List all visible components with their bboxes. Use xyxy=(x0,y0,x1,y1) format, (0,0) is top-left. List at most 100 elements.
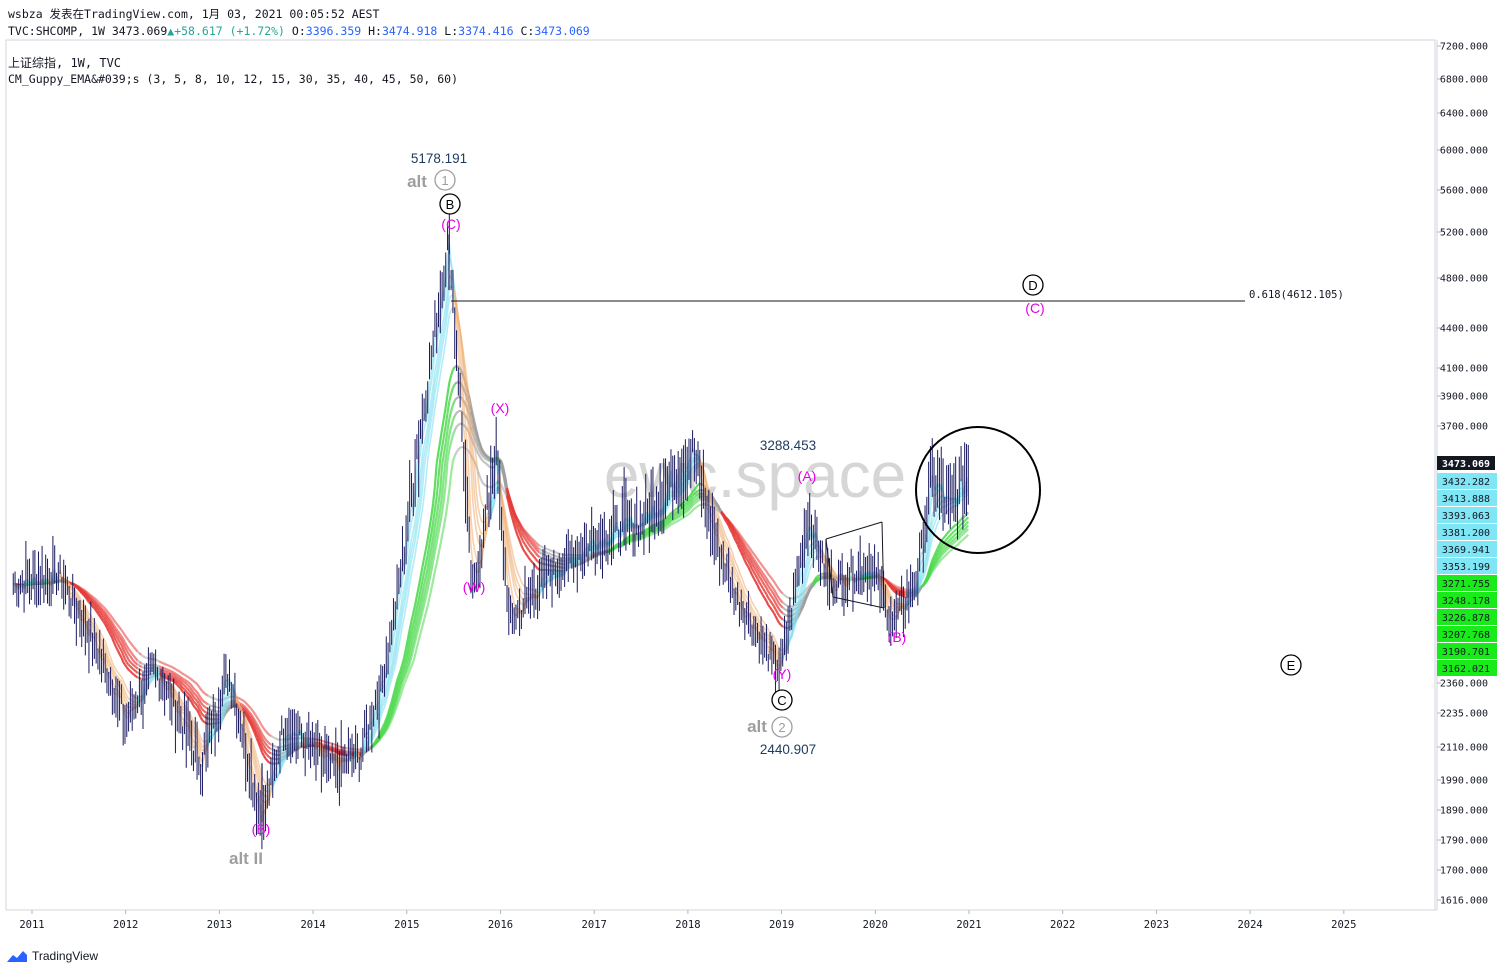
long-ema-segment xyxy=(388,719,393,725)
long-ema-segment xyxy=(244,710,249,715)
long-ema-segment xyxy=(691,502,696,507)
short-ema-segment xyxy=(401,586,406,597)
long-ema-segment xyxy=(439,428,444,441)
long-ema-segment xyxy=(743,560,748,565)
short-ema-segment xyxy=(441,316,445,328)
short-ema-segment xyxy=(380,705,384,712)
short-ema-segment xyxy=(394,637,398,652)
short-ema-segment xyxy=(434,361,438,372)
long-ema-segment xyxy=(156,659,160,663)
short-ema-segment xyxy=(387,679,391,688)
long-ema-segment xyxy=(758,575,762,580)
long-ema-segment xyxy=(259,729,263,735)
long-ema-segment xyxy=(406,657,411,665)
chart-title[interactable]: 上证综指, 1W, TVC xyxy=(8,56,122,70)
long-ema-segment xyxy=(451,455,456,462)
short-ema-segment xyxy=(455,307,460,319)
short-ema-segment xyxy=(394,645,398,660)
long-ema-segment xyxy=(435,532,440,543)
short-ema-segment xyxy=(396,645,400,657)
short-ema-segment xyxy=(726,537,730,543)
short-ema-segment xyxy=(374,723,378,729)
short-ema-segment xyxy=(731,562,735,571)
long-ema-segment xyxy=(250,719,254,724)
long-ema-segment xyxy=(426,597,431,607)
short-ema-segment xyxy=(713,504,717,511)
long-ema-segment xyxy=(239,704,243,708)
long-ema-segment xyxy=(190,697,195,702)
change-value: +58.617 (+1.72%) xyxy=(174,24,285,38)
long-ema-segment xyxy=(207,703,211,706)
long-ema-segment xyxy=(166,673,169,676)
short-ema-segment xyxy=(720,532,724,539)
long-ema-segment xyxy=(478,450,483,456)
long-ema-segment xyxy=(448,441,453,451)
short-ema-segment xyxy=(151,678,155,682)
indicator-label[interactable]: CM_Guppy_EMA&#039;s (3, 5, 8, 10, 12, 15… xyxy=(8,72,459,86)
short-ema-segment xyxy=(111,666,115,672)
long-ema-segment xyxy=(679,514,683,518)
long-ema-segment xyxy=(176,673,180,677)
long-ema-segment xyxy=(203,710,207,714)
long-ema-segment xyxy=(140,662,144,666)
short-ema-segment xyxy=(198,736,202,744)
long-ema-segment xyxy=(749,548,753,553)
long-ema-segment xyxy=(417,633,422,641)
long-ema-segment xyxy=(133,655,137,660)
long-ema-segment xyxy=(695,496,699,501)
short-ema-segment xyxy=(104,646,108,654)
long-ema-segment xyxy=(524,551,528,556)
long-ema-segment xyxy=(740,543,745,549)
short-ema-segment xyxy=(479,494,483,504)
long-ema-segment xyxy=(689,501,694,506)
long-ema-segment xyxy=(255,715,260,720)
short-ema-segment xyxy=(733,574,737,581)
long-ema-segment xyxy=(455,448,460,453)
long-ema-segment xyxy=(747,549,752,554)
short-ema-segment xyxy=(389,664,393,672)
long-ema-segment xyxy=(421,557,426,568)
long-ema-segment xyxy=(740,538,744,543)
long-ema-segment xyxy=(264,738,269,743)
short-ema-segment xyxy=(464,375,469,392)
short-ema-segment xyxy=(385,687,389,695)
long-ema-segment xyxy=(197,703,202,708)
long-ema-segment xyxy=(196,704,200,709)
short-ema-segment xyxy=(225,697,229,703)
long-ema-segment xyxy=(113,625,117,630)
long-ema-segment xyxy=(435,554,440,564)
short-ema-segment xyxy=(735,569,739,574)
short-ema-segment xyxy=(749,607,753,614)
long-ema-segment xyxy=(179,684,184,689)
short-ema-segment xyxy=(248,730,252,736)
long-ema-segment xyxy=(740,547,745,552)
long-ema-segment xyxy=(742,538,746,543)
long-ema-segment xyxy=(133,669,137,673)
short-ema-segment xyxy=(756,616,761,623)
short-ema-segment xyxy=(414,543,418,555)
long-ema-segment xyxy=(688,507,692,511)
long-ema-segment xyxy=(441,475,446,495)
long-ema-segment xyxy=(459,445,463,449)
short-ema-segment xyxy=(246,735,251,746)
long-ema-segment xyxy=(403,664,408,671)
long-ema-segment xyxy=(399,678,404,685)
short-ema-segment xyxy=(751,608,755,612)
long-ema-segment xyxy=(201,703,205,708)
long-ema-segment xyxy=(749,564,754,570)
long-ema-segment xyxy=(248,716,253,721)
long-ema-segment xyxy=(498,458,503,463)
long-ema-segment xyxy=(428,533,433,545)
long-ema-segment xyxy=(259,733,263,739)
short-ema-segment xyxy=(390,672,395,680)
short-ema-segment xyxy=(720,523,724,529)
long-ema-segment xyxy=(138,652,142,656)
long-ema-segment xyxy=(262,754,267,760)
long-ema-segment xyxy=(196,691,200,696)
long-ema-segment xyxy=(740,535,744,540)
short-ema-segment xyxy=(282,754,287,760)
short-ema-segment xyxy=(387,671,391,680)
long-ema-segment xyxy=(185,686,189,691)
long-ema-segment xyxy=(388,706,393,713)
